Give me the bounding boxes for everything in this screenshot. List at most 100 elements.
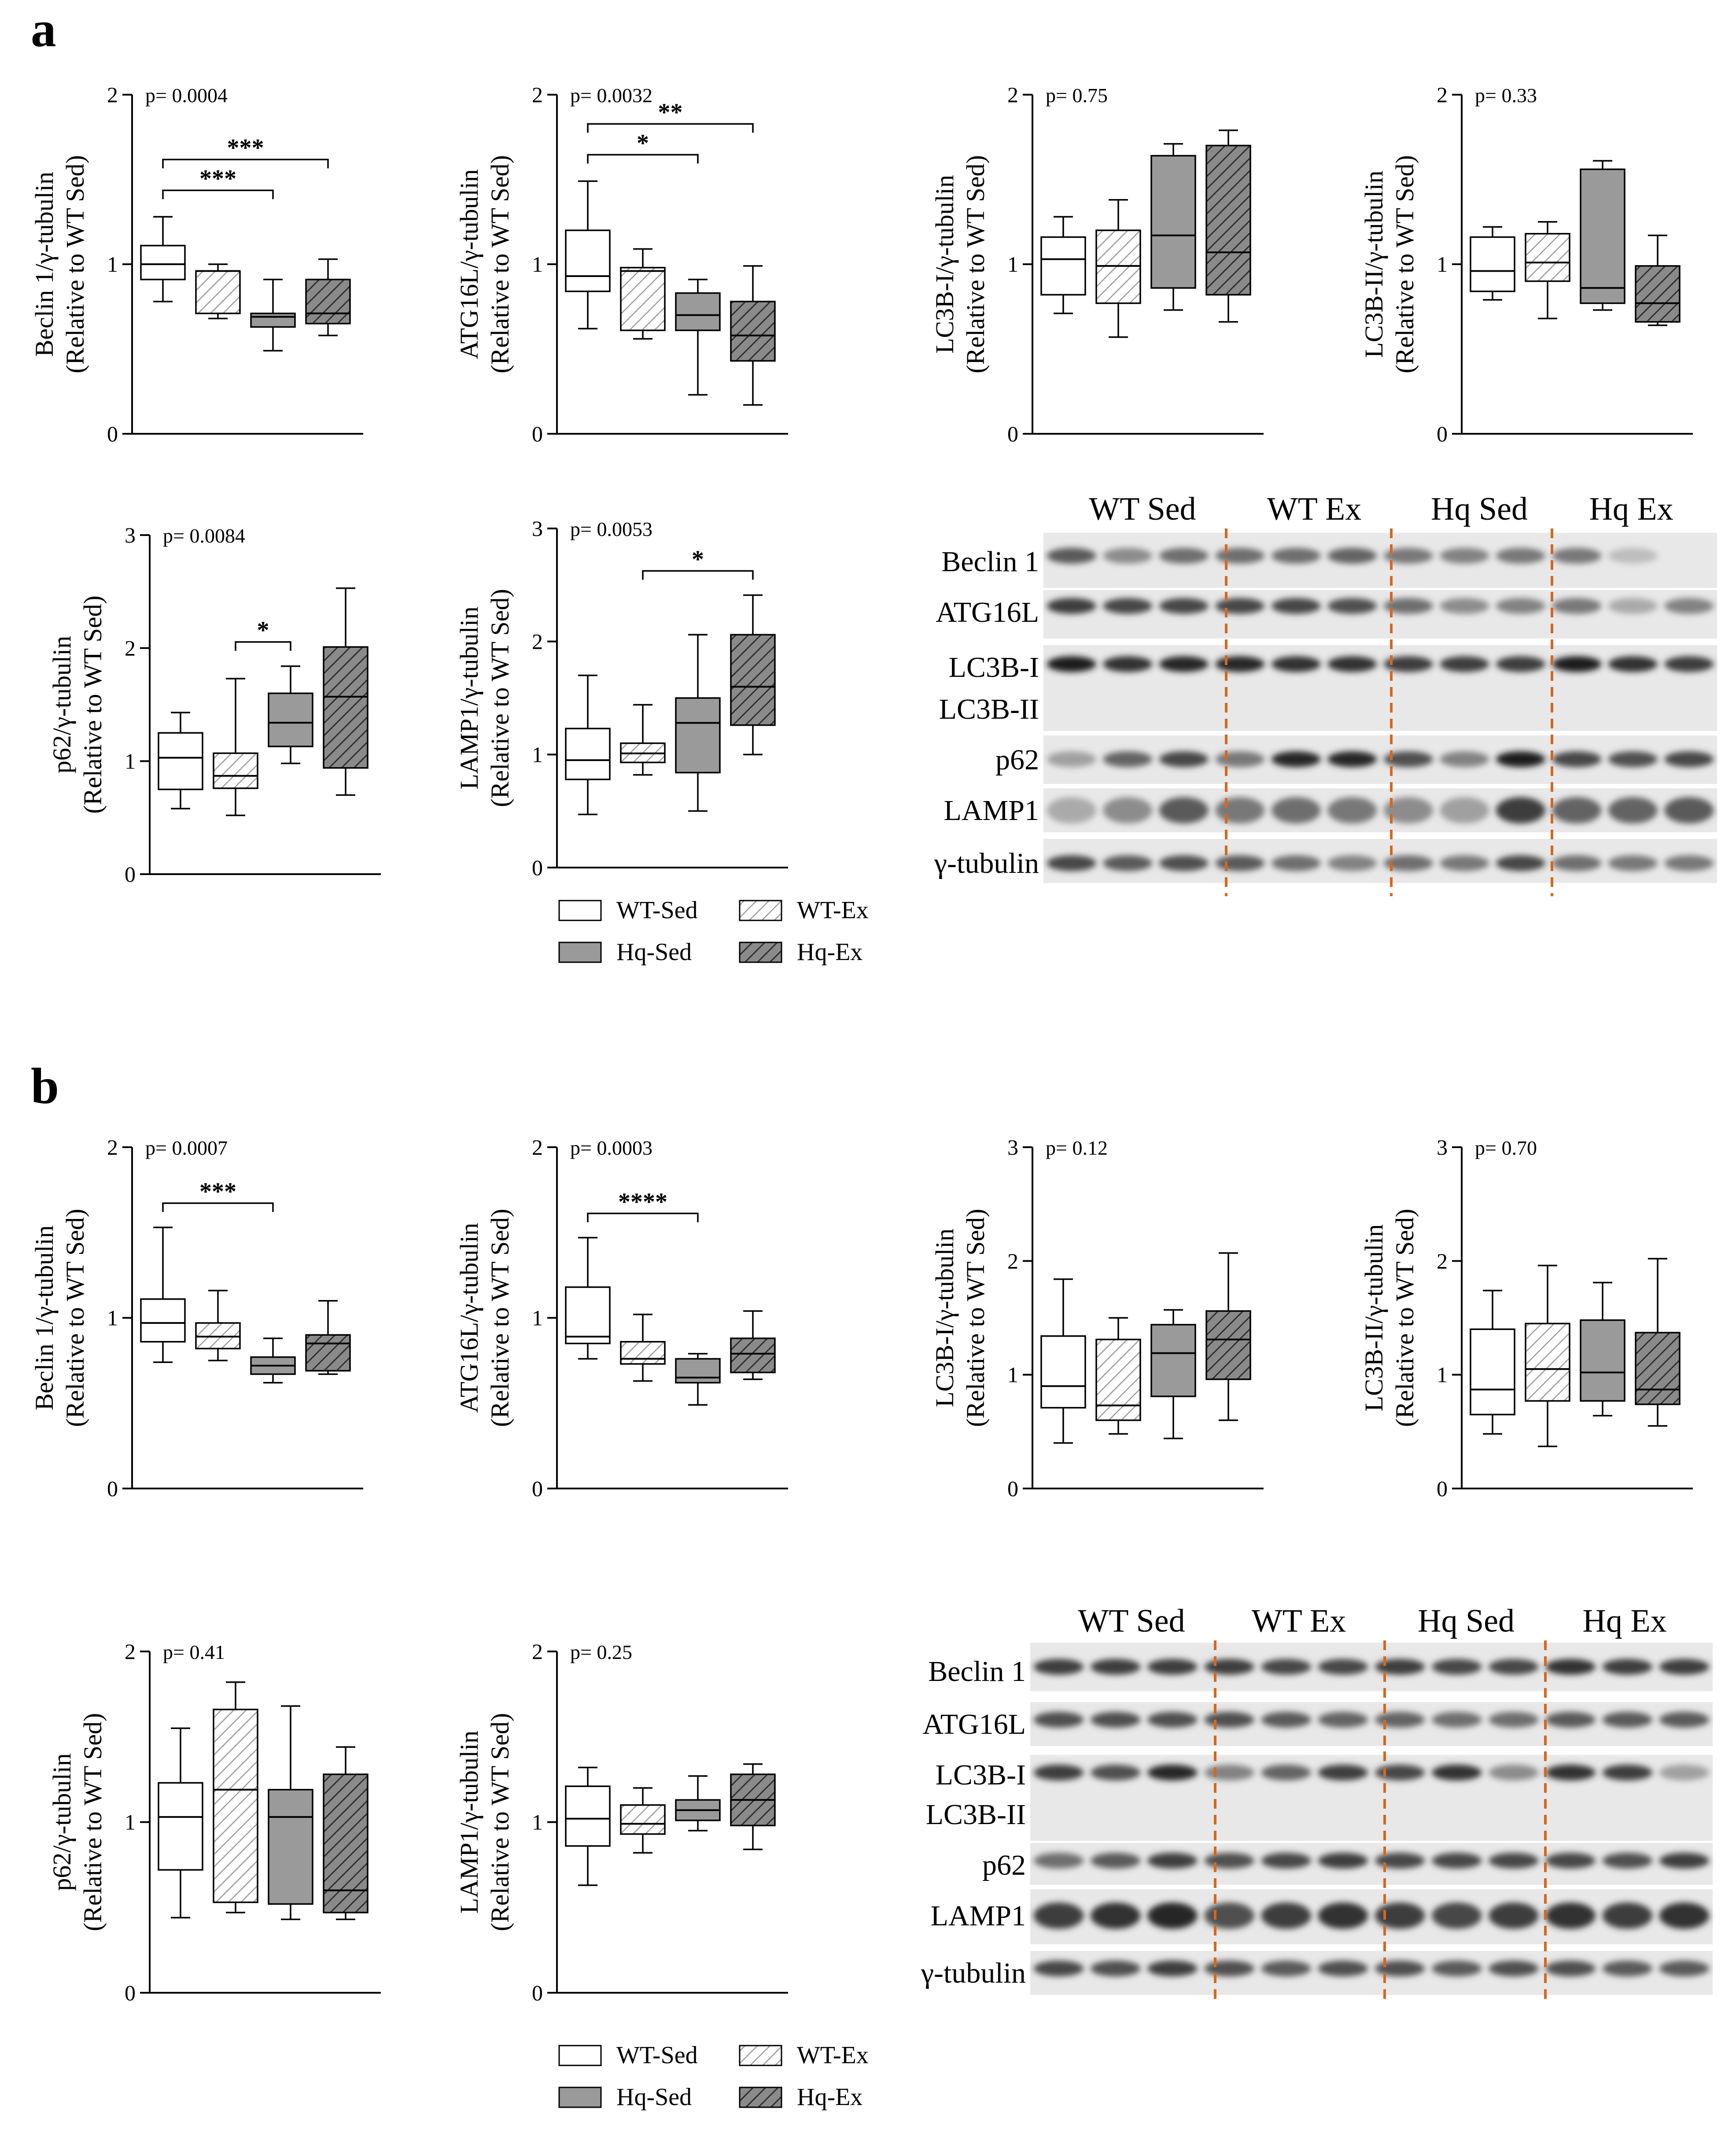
y-axis-label: p62/γ-tubulin(Relative to WT Sed) [48, 1713, 107, 1932]
blot-band [1383, 797, 1433, 824]
y-tick-label: 1 [532, 1810, 543, 1835]
blot-band [1440, 598, 1489, 614]
blot-band [1327, 598, 1377, 614]
chart-b-lc3bii: 0 1 2 3 p= 0.70 LC3B-II/γ-tubulin(Relative to… [1360, 1135, 1693, 1501]
blot-band [1552, 855, 1602, 871]
blot-band [1204, 1853, 1254, 1869]
blot-band [1271, 598, 1321, 614]
y-axis-label: LC3B-II/γ-tubulin(Relative to WT Sed) [1360, 155, 1419, 373]
blot-band [1327, 797, 1377, 824]
box-hq-sed [675, 278, 721, 396]
box-wt-sed [1040, 1278, 1086, 1444]
chart-a-p62: 0 1 2 3 p= 0.0084 p62/γ-tubulin(Relative to W… [48, 523, 381, 886]
box-wt-sed [565, 1766, 611, 1886]
box-iqr [268, 692, 313, 747]
bracket-line [162, 1202, 274, 1212]
y-tick-label: 2 [107, 1135, 118, 1160]
box-wt-ex [1095, 1317, 1141, 1435]
legend-item-wt-ex: WT-Ex [739, 2042, 869, 2069]
blot-panel-b: WT Sed WT Ex Hq Sed Hq Ex Beclin 1 ATG16L LC3B… [921, 1603, 1713, 2004]
bracket-line [587, 123, 754, 133]
blot-strip-background [1043, 788, 1717, 832]
significance-bracket: * [642, 546, 754, 580]
bracket-line [235, 641, 291, 651]
blot-band [1159, 656, 1209, 672]
box-wt-ex [1095, 199, 1141, 338]
p-value: p= 0.25 [570, 1641, 632, 1663]
blot-band [1204, 1659, 1254, 1675]
significance-stars: *** [199, 165, 236, 192]
box-iqr [675, 1358, 721, 1384]
blot-band [1489, 1659, 1539, 1675]
y-tick-label: 0 [532, 1476, 543, 1501]
blot-band [1103, 548, 1153, 564]
blot-band [1489, 1712, 1539, 1728]
blot-row-label: γ-tubulin [921, 1957, 1026, 1989]
box-hq-ex [730, 1763, 776, 1851]
blot-row-label: LAMP1 [944, 794, 1039, 827]
box-iqr [140, 244, 186, 281]
box-iqr [1470, 1328, 1515, 1415]
box-hq-sed [675, 1353, 721, 1406]
box-iqr [675, 697, 721, 774]
blot-band [1090, 1712, 1141, 1728]
y-tick-label: 0 [125, 862, 136, 886]
blot-strip [1043, 645, 1717, 731]
blot-band [1047, 855, 1096, 871]
chart-b-lc3bi: 0 1 2 3 p= 0.12 LC3B-I/γ-tubulin(Relative to … [930, 1135, 1264, 1501]
blot-strip-background [1030, 1643, 1713, 1691]
blot-band [1159, 751, 1209, 767]
legend-label: WT-Sed [616, 2042, 698, 2069]
box-hq-ex [305, 1300, 351, 1375]
legend-swatch [558, 942, 602, 963]
blot-band [1431, 1712, 1482, 1728]
box-hq-sed [250, 278, 296, 352]
box-iqr [565, 1785, 611, 1847]
blot-band [1047, 598, 1096, 614]
y-tick-label: 2 [125, 636, 136, 661]
box-wt-ex [620, 248, 666, 340]
blot-band [1659, 1659, 1710, 1675]
p-value: p= 0.75 [1046, 84, 1108, 107]
y-tick-label: 0 [1437, 421, 1448, 446]
blot-band [1271, 548, 1321, 564]
box-hq-ex [305, 258, 351, 336]
y-tick-label: 1 [107, 1306, 118, 1330]
blot-band [1204, 1961, 1254, 1976]
blot-strip [1043, 788, 1717, 832]
y-tick-label: 1 [532, 1306, 543, 1330]
blot-band [1033, 1853, 1084, 1869]
y-tick-label: 0 [1007, 421, 1018, 446]
blot-band [1440, 656, 1489, 672]
box-iqr [620, 266, 666, 331]
blot-strip-background [1043, 735, 1717, 784]
blot-band [1664, 797, 1714, 824]
blot-band [1552, 548, 1602, 564]
blot-band [1090, 1961, 1141, 1976]
blot-band [1271, 656, 1321, 672]
blot-band [1602, 1712, 1653, 1728]
box-hq-ex [1205, 129, 1251, 323]
blot-band [1261, 1659, 1312, 1675]
box-hq-sed [250, 1337, 296, 1384]
blot-band [1090, 1902, 1141, 1929]
box-iqr [1580, 1319, 1625, 1402]
blot-band [1103, 797, 1153, 824]
blot-band [1375, 1902, 1425, 1929]
panel-label-a: a [31, 1, 56, 57]
blot-band [1602, 1961, 1653, 1976]
blot-band [1215, 751, 1265, 767]
legend: WT-Sed WT-Ex Hq-Sed Hq-Ex [558, 897, 869, 966]
blot-band [1545, 1712, 1596, 1728]
blot-band [1261, 1712, 1312, 1728]
blot-strip [1043, 533, 1717, 588]
bracket-line [162, 189, 274, 199]
blot-band [1602, 1765, 1653, 1780]
blot-band [1159, 598, 1209, 614]
box-iqr [730, 1337, 776, 1374]
blot-band [1047, 797, 1096, 824]
legend-label: WT-Ex [797, 897, 869, 924]
blot-band [1159, 855, 1209, 871]
box-hq-ex [1205, 1252, 1251, 1421]
